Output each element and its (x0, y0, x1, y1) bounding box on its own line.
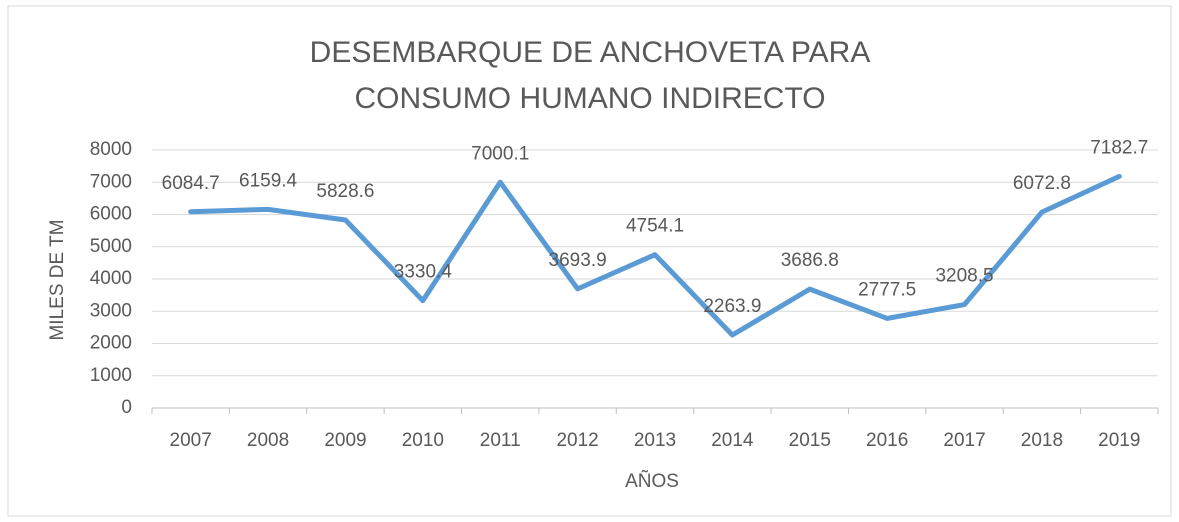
x-tick-label: 2017 (943, 430, 985, 451)
y-tick-label: 4000 (90, 268, 132, 289)
x-tick-label: 2012 (556, 430, 598, 451)
x-tick-label: 2009 (324, 430, 366, 451)
data-label: 5828.6 (316, 181, 374, 202)
data-label: 7000.1 (471, 143, 529, 164)
x-tick-label: 2007 (170, 430, 212, 451)
y-tick-label: 3000 (90, 300, 132, 321)
y-tick-label: 0 (121, 397, 132, 418)
data-label: 3208.5 (935, 266, 993, 287)
data-label: 2263.9 (703, 296, 761, 317)
x-tick-label: 2018 (1021, 430, 1063, 451)
x-axis-label: AÑOS (625, 470, 679, 492)
y-tick-label: 2000 (90, 333, 132, 354)
x-tick-label: 2010 (402, 430, 444, 451)
data-label: 4754.1 (626, 216, 684, 237)
y-tick-label: 5000 (90, 236, 132, 257)
data-label: 3330.4 (394, 262, 453, 283)
x-tick-label: 2016 (866, 430, 908, 451)
data-label: 7182.7 (1090, 137, 1148, 158)
x-tick-label: 2011 (480, 430, 521, 451)
y-tick-label: 8000 (90, 139, 132, 160)
x-tick-label: 2008 (247, 430, 289, 451)
y-tick-label: 7000 (90, 171, 132, 192)
x-tick-label: 2019 (1098, 430, 1140, 451)
data-label: 3686.8 (781, 250, 839, 271)
data-line (188, 173, 1122, 338)
chart-title: DESEMBARQUE DE ANCHOVETA PARA CONSUMO HU… (309, 36, 871, 115)
y-axis-label: MILES DE TM (47, 219, 68, 340)
x-tick-label: 2014 (711, 430, 754, 451)
y-tick-label: 6000 (90, 204, 132, 225)
data-label: 3693.9 (549, 250, 607, 271)
frame (7, 5, 1172, 517)
data-label: 6084.7 (162, 173, 220, 194)
data-label: 2777.5 (858, 279, 916, 300)
x-tick-label: 2015 (789, 430, 831, 451)
x-tick-label: 2013 (634, 430, 676, 451)
data-label: 6159.4 (239, 170, 298, 191)
data-label: 6072.8 (1013, 173, 1071, 194)
y-tick-label: 1000 (90, 365, 132, 386)
